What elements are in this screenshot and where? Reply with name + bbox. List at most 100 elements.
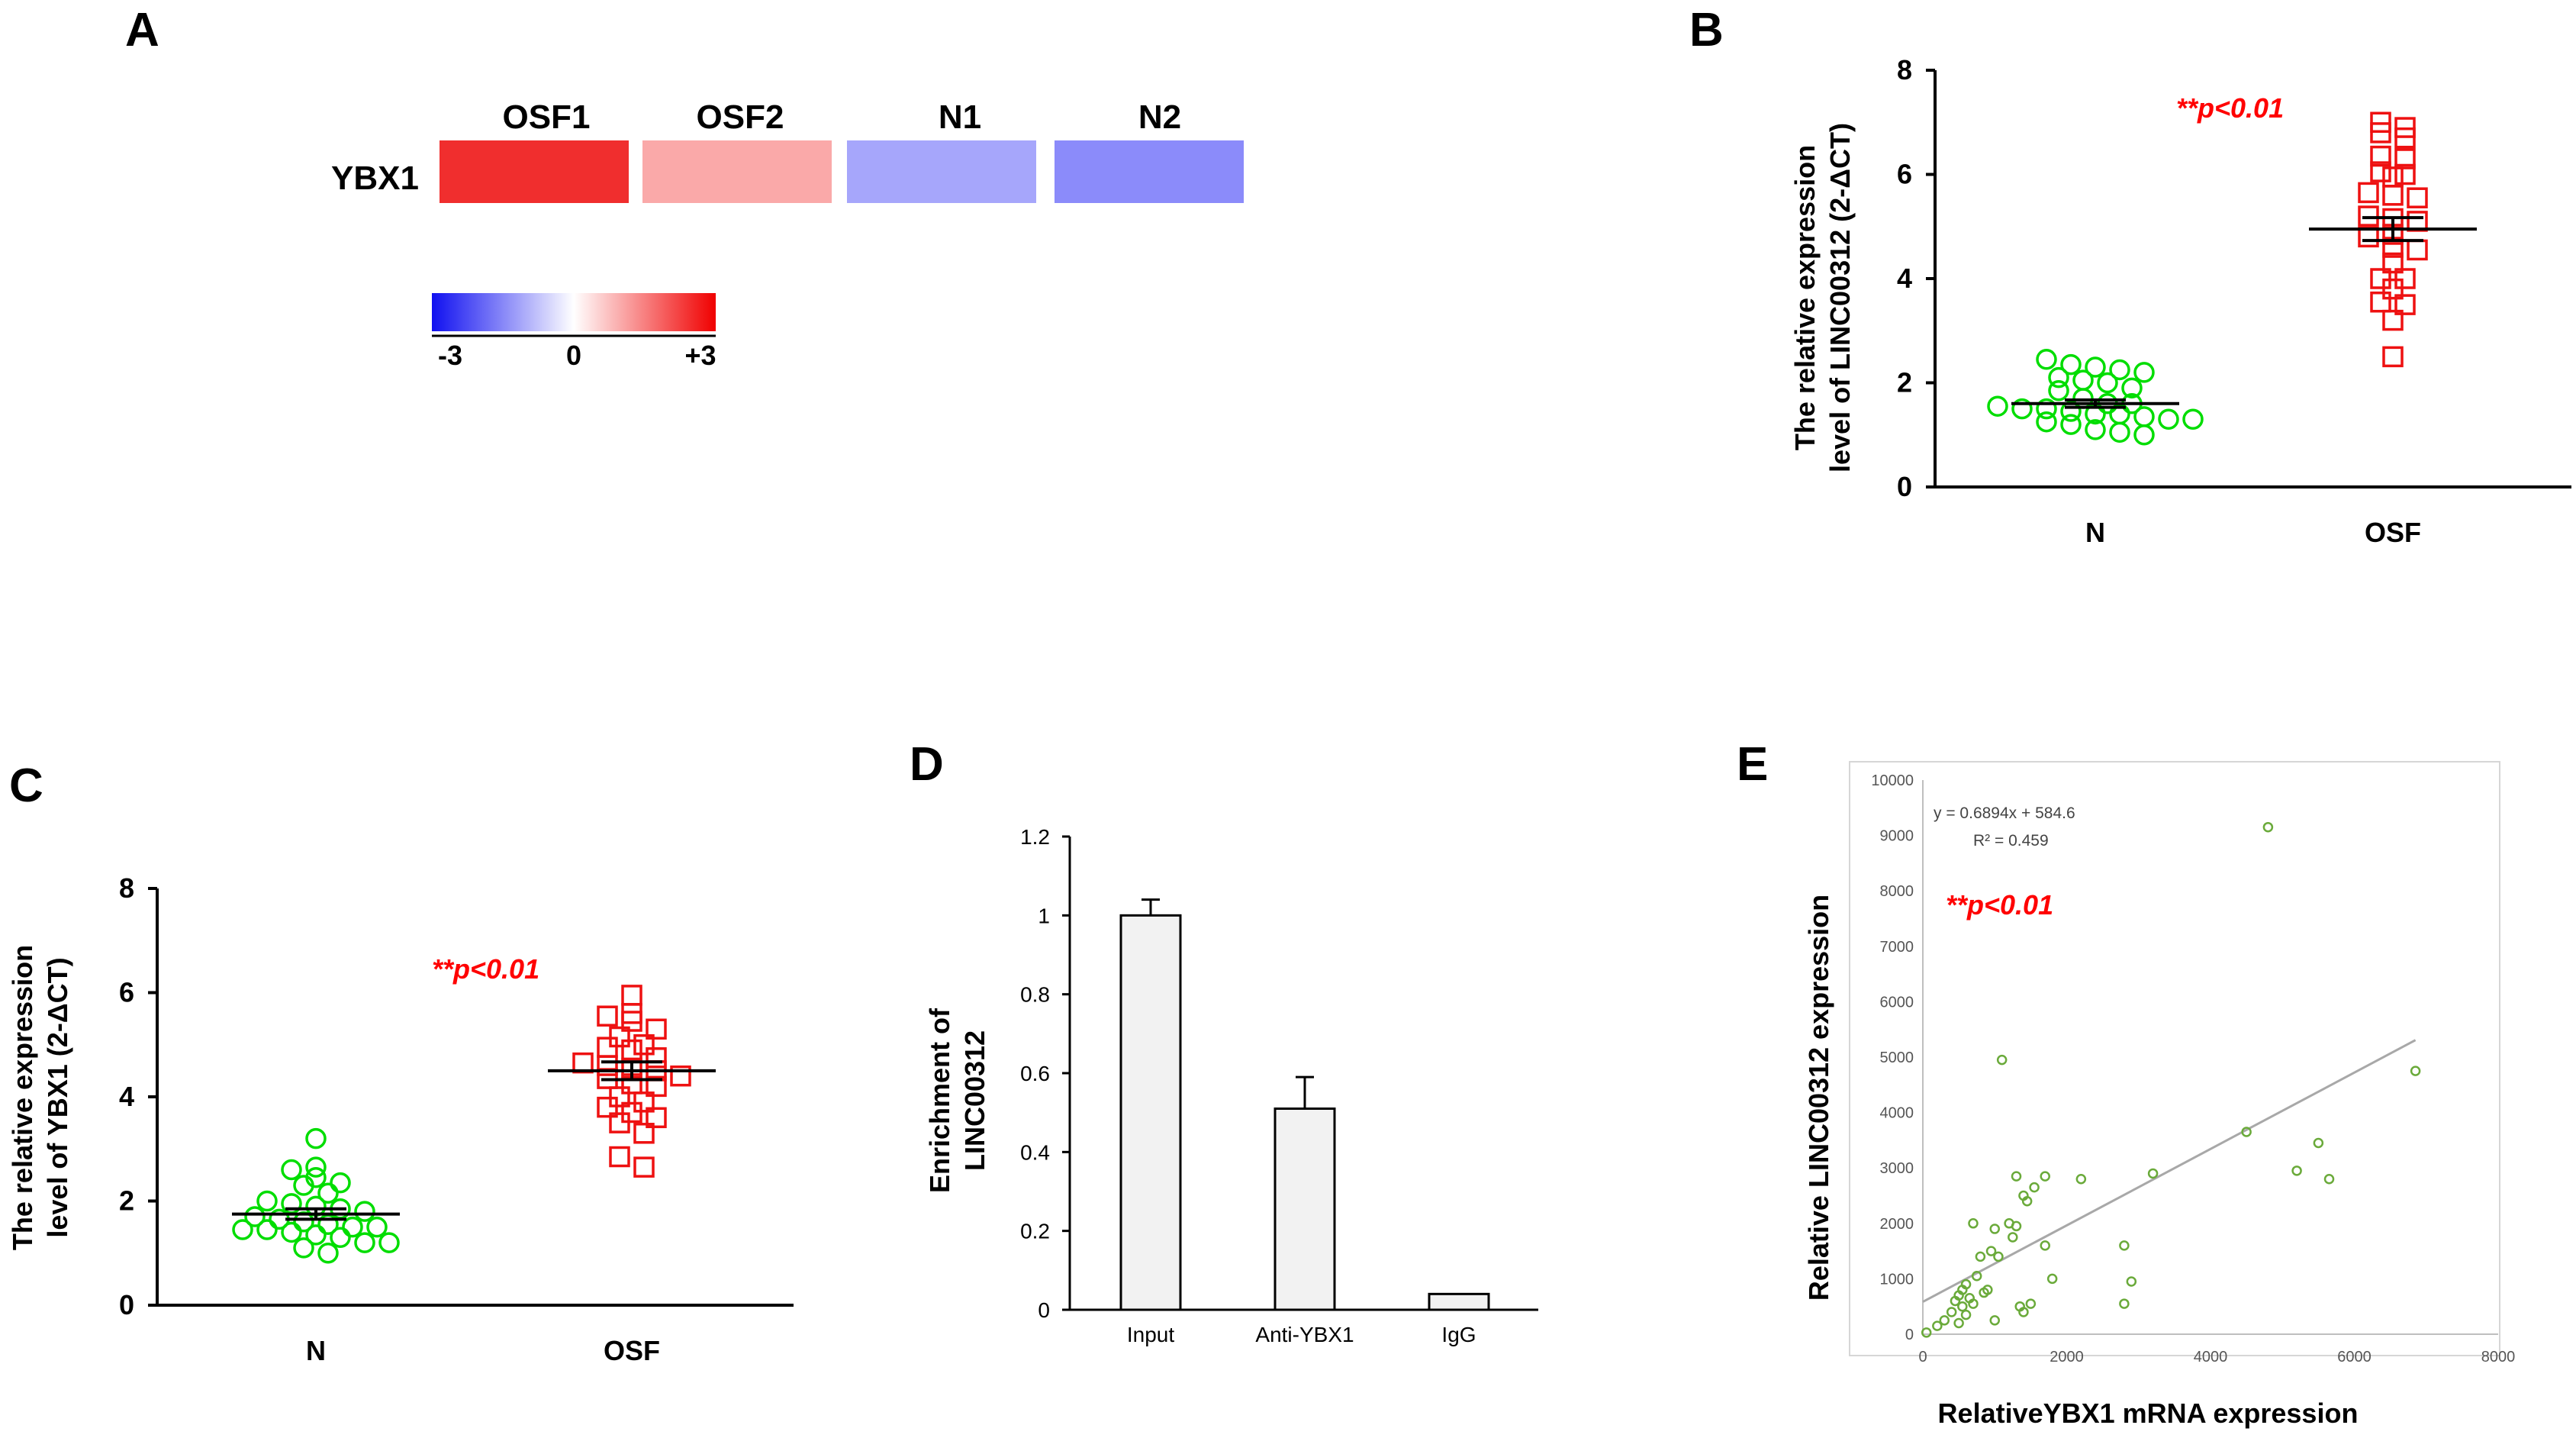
panel-e-point [1960, 1278, 1972, 1290]
panel-c-point-n [281, 1159, 302, 1181]
panel-d-ytick-label: 0.6 [1020, 1062, 1050, 1085]
panel-d-bar-igg [1428, 1292, 1490, 1311]
panel-c-ytick-label: 0 [119, 1289, 134, 1320]
panel-letter-d: D [910, 738, 944, 791]
panel-c-point-n [354, 1201, 375, 1222]
panel-e-point [2008, 1232, 2018, 1243]
panel-b-point-n [2036, 349, 2057, 370]
panel-c-point-n [293, 1237, 314, 1259]
panel-e-point [2075, 1173, 2087, 1185]
panel-e-point [2040, 1240, 2050, 1251]
heatmap-cell-osf2 [642, 140, 832, 203]
panel-c: C The relative expression level of YBX1 … [7, 759, 794, 1366]
heatmap-cell-n2 [1055, 140, 1244, 203]
panel-e-ylabel: Relative LINC00312 expression [1803, 895, 1834, 1301]
panel-c-point-n [330, 1172, 351, 1194]
panel-c-point-osf [597, 1005, 618, 1027]
panel-b-point-osf [2382, 278, 2404, 300]
heatmap-col-osf2: OSF2 [697, 98, 784, 136]
panel-e-point [1946, 1307, 1957, 1317]
panel-d-axes: 0 0.2 0.4 0.6 0.8 1 1.2 Input Anti-YBX1 IgG [1020, 825, 1538, 1346]
panel-c-ytick-label: 2 [119, 1185, 134, 1217]
panel-e-ytick-label: 5000 [1880, 1049, 1914, 1066]
panel-c-xtick-label: OSF [604, 1335, 660, 1366]
panel-b-point-n [2011, 398, 2033, 420]
panel-b-point-n [2072, 369, 2094, 391]
panel-e-point [2011, 1220, 2022, 1232]
panel-e-point [2410, 1066, 2421, 1076]
panel-e-trendline [1922, 1039, 2417, 1303]
panel-e-point [1985, 1246, 1997, 1256]
panel-e-point [2119, 1240, 2130, 1251]
panel-e-point [1993, 1251, 2004, 1262]
panel-b-point-osf [2382, 252, 2404, 274]
panel-e-point [2119, 1298, 2130, 1309]
panel-c-point-n [317, 1243, 339, 1264]
panel-c-ylabel-line1: The relative expression [7, 945, 38, 1250]
panel-e-points [1921, 821, 2421, 1338]
heatmap-col-n1: N1 [939, 98, 981, 136]
panel-c-ytick-label: 6 [119, 977, 134, 1008]
panel-e-point [1975, 1251, 1986, 1262]
panel-b-point-osf [2407, 239, 2428, 261]
panel-d-bar-input [1119, 914, 1182, 1311]
heatmap-col-osf1: OSF1 [503, 98, 591, 136]
panel-e-xtick-label: 0 [1918, 1349, 1927, 1365]
panel-b-point-osf [2394, 294, 2416, 315]
panel-e-ytick-label: 8000 [1880, 883, 1914, 900]
panel-e-point [2126, 1276, 2137, 1287]
panel-b-pvalue: **p<0.01 [2176, 92, 2284, 124]
panel-c-point-osf [646, 1107, 667, 1129]
panel-c-points [232, 985, 716, 1264]
panel-d-xtick-label: IgG [1441, 1323, 1476, 1346]
panel-c-point-osf [646, 1075, 667, 1098]
panel-e-point [2262, 821, 2274, 833]
heatmap-column-labels: OSF1 OSF2 N1 N2 [503, 98, 1182, 136]
panel-b-xtick-label: N [2085, 517, 2105, 548]
panel-b-ytick-label: 8 [1897, 54, 1912, 85]
panel-c-point-osf [609, 1112, 630, 1133]
panel-b-point-osf [2407, 187, 2428, 208]
panel-e-point [1953, 1317, 1964, 1329]
panel-e-xlabel: RelativeYBX1 mRNA expression [1938, 1398, 2359, 1429]
panel-a: A YBX1 OSF1 OSF2 N1 N2 -3 0 +3 [125, 4, 1244, 371]
panel-c-point-osf [646, 1047, 667, 1069]
panel-d-bars [1119, 898, 1490, 1311]
panel-c-point-osf [597, 1096, 618, 1118]
panel-c-xtick-label: N [306, 1335, 326, 1366]
panel-e-ytick-label: 0 [1905, 1327, 1914, 1343]
panel-letter-c: C [9, 759, 43, 812]
panel-e-point [1989, 1224, 2000, 1234]
heatmap-cells [440, 140, 1244, 203]
panel-b-point-n [2060, 353, 2082, 376]
panel-c-point-osf [621, 985, 642, 1006]
panel-e-xtick-label: 8000 [2481, 1349, 2516, 1365]
panel-b-point-n [2133, 424, 2155, 446]
panel-c-point-n [305, 1127, 327, 1149]
panel-b-ytick-label: 2 [1897, 367, 1912, 398]
panel-b-point-osf [2382, 309, 2404, 331]
panel-e-point [2018, 1307, 2029, 1317]
panel-e-ytick-label: 9000 [1880, 828, 1914, 845]
panel-c-pvalue: **p<0.01 [432, 953, 539, 985]
panel-e-point [1971, 1271, 1982, 1282]
panel-b-point-osf [2370, 291, 2391, 313]
panel-b: B The relative expression level of LINC0… [1689, 4, 2571, 548]
panel-c-point-osf [633, 1123, 655, 1144]
colorbar [432, 293, 716, 331]
panel-b-point-n [2036, 411, 2057, 433]
panel-e-point [1996, 1054, 2008, 1066]
panel-c-point-osf [646, 1018, 667, 1040]
panel-c-point-osf [621, 1039, 642, 1061]
panel-c-point-n [244, 1206, 266, 1227]
panel-e-r-squared: R² = 0.459 [1973, 832, 2049, 850]
panel-b-point-n [2182, 408, 2204, 430]
panel-letter-b: B [1689, 4, 1724, 56]
panel-b-point-n [2060, 414, 2082, 435]
panel-b-point-osf [2394, 127, 2416, 149]
panel-letter-e: E [1737, 738, 1768, 791]
panel-e-frame [1849, 761, 2500, 1356]
panel-b-axes: 0 2 4 6 8 N OSF [1897, 54, 2571, 548]
panel-e-point [2147, 1168, 2159, 1179]
panel-e-point [2011, 1171, 2022, 1182]
